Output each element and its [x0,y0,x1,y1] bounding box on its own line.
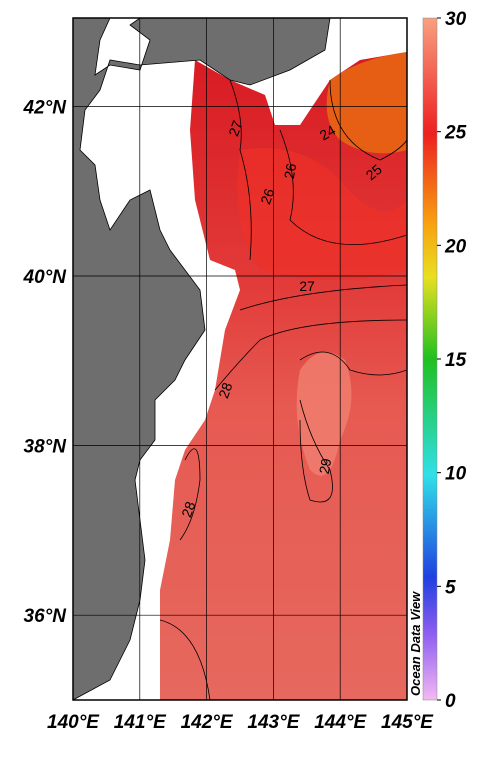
contour-label: 27 [225,118,245,138]
lat-tick-label: 40°N [23,267,68,288]
colorbar-label: 10 [445,464,467,485]
cool-patch [326,52,407,154]
contours [159,79,407,700]
colorbar-label: 15 [445,350,467,371]
map-body [73,18,407,700]
lon-tick-label: 141°E [114,712,167,733]
land [73,18,331,700]
lat-tick-label: 38°N [24,437,68,458]
colorbar-label: 25 [444,123,467,144]
colorbar-label: 30 [445,9,467,30]
contour-label: 26 [257,186,277,206]
contour-label: 28 [215,380,235,400]
colorbar-label: 0 [445,691,456,712]
warm-core [237,148,407,280]
lon-tick-label: 140°E [47,712,100,733]
contour-label: 28 [178,499,198,519]
contour-label: 27 [299,278,315,294]
contour-label: 29 [316,457,334,475]
lon-tick-label: 145°E [381,712,434,733]
lon-tick-label: 142°E [181,712,234,733]
lon-tick-label: 143°E [247,712,300,733]
contour-label: 26 [281,162,299,180]
lat-tick-label: 42°N [23,97,68,118]
warm-patch [296,352,352,476]
colorbar-label: 20 [444,236,467,257]
contour-label: 24 [317,122,339,144]
lon-tick-label: 144°E [314,712,367,733]
colorbar-label: 5 [445,577,456,598]
lat-tick-label: 36°N [24,606,68,627]
watermark: Ocean Data View [408,591,423,696]
colorbar [422,17,438,701]
